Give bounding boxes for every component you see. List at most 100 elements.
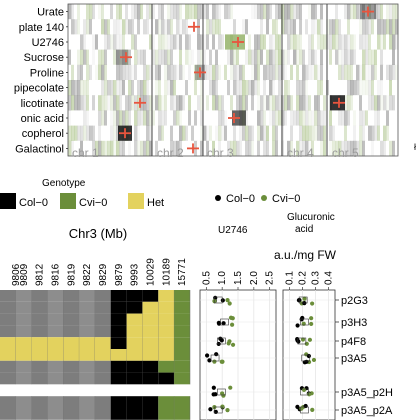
heatmap-cell xyxy=(158,19,162,35)
heatmap-cell xyxy=(188,80,192,96)
heatmap-cell xyxy=(128,110,132,126)
heatmap-cell xyxy=(98,110,102,126)
genotype-cell xyxy=(95,325,111,338)
heatmap-cell xyxy=(167,125,171,141)
heatmap-cell xyxy=(332,140,336,157)
heatmap-cell xyxy=(242,19,246,35)
heatmap-cell xyxy=(185,34,189,50)
heatmap-cell xyxy=(371,49,375,65)
chromosome-label: chr 3 xyxy=(207,146,234,160)
heatmap-cell xyxy=(284,34,288,50)
genotype-cell xyxy=(110,325,127,338)
heatmap-cell xyxy=(347,4,351,20)
heatmap-cell xyxy=(152,140,156,157)
heatmap-cell xyxy=(179,110,183,126)
heatmap-cell xyxy=(332,64,336,81)
genotype-cell xyxy=(0,349,16,361)
heatmap-cell xyxy=(395,64,399,81)
heatmap-cell xyxy=(380,49,384,65)
genotype-cell xyxy=(63,384,80,397)
heatmap-cell xyxy=(182,4,186,20)
heatmap-cell xyxy=(200,49,204,65)
heatmap-cell xyxy=(212,95,216,111)
heatmap-cell xyxy=(317,49,321,65)
strip-point xyxy=(307,392,312,397)
heatmap-cell xyxy=(308,64,312,81)
heatmap-cell xyxy=(389,34,393,50)
heatmap-cell xyxy=(230,125,234,141)
heatmap-cell xyxy=(368,49,372,65)
heatmap-cell xyxy=(137,80,141,96)
heatmap-cell xyxy=(224,95,228,111)
heatmap-cell xyxy=(194,125,198,141)
heatmap-cell xyxy=(68,125,72,141)
heatmap-cell xyxy=(230,64,234,81)
heatmap-cell xyxy=(107,110,111,126)
genotype-cell xyxy=(0,360,16,373)
heatmap-cell xyxy=(221,64,225,81)
heatmap-cell xyxy=(74,110,78,126)
genotype-cell xyxy=(110,301,127,314)
heatmap-cell xyxy=(146,4,150,20)
heatmap-cell xyxy=(257,140,261,157)
heatmap-cell xyxy=(95,125,99,141)
heatmap-cell xyxy=(230,95,234,111)
heatmap-cell xyxy=(83,110,87,126)
strip-point xyxy=(211,385,216,390)
strip-point xyxy=(230,316,235,321)
heatmap-cell xyxy=(71,110,75,126)
strip-point xyxy=(227,301,232,306)
strip-point xyxy=(208,407,213,412)
heatmap-cell xyxy=(212,19,216,35)
heatmap-cell xyxy=(158,80,162,96)
qtl-peak-marker xyxy=(120,52,132,63)
heatmap-cell xyxy=(338,64,342,81)
heatmap-cell xyxy=(239,19,243,35)
heatmap-cell xyxy=(134,49,138,65)
heatmap-cell xyxy=(122,80,126,96)
heatmap-cell xyxy=(200,4,204,20)
heatmap-cell xyxy=(125,80,129,96)
heatmap-cell xyxy=(167,49,171,65)
heatmap-cell xyxy=(209,64,213,81)
heatmap-cell xyxy=(119,4,123,20)
heatmap-cell xyxy=(395,49,399,65)
heatmap-cell xyxy=(302,140,306,157)
heatmap-cell xyxy=(284,49,288,65)
heatmap-cell xyxy=(140,64,144,81)
heatmap-cell xyxy=(365,19,369,35)
heatmap-cell xyxy=(341,110,345,126)
heatmap-cell xyxy=(149,49,153,65)
heatmap-cell xyxy=(101,64,105,81)
mosaic-cells xyxy=(0,290,191,420)
heatmap-cell xyxy=(245,125,249,141)
heatmap-cell xyxy=(329,110,333,126)
heatmap-cell xyxy=(335,125,339,141)
heatmap-cell xyxy=(80,110,84,126)
heatmap-cell xyxy=(128,64,132,81)
heatmap-cell xyxy=(152,125,156,141)
heatmap-cell xyxy=(395,110,399,126)
heatmap-cell xyxy=(122,140,126,157)
heatmap-cell xyxy=(224,19,228,35)
heatmap-cell xyxy=(68,95,72,111)
strip-point xyxy=(216,321,222,326)
heatmap-cell xyxy=(101,34,105,50)
chromosome-labels: chr 1 chr 2 chr 3 chr 4 chr 5 xyxy=(72,146,359,160)
genotype-cell xyxy=(31,396,48,408)
genotype-cell xyxy=(63,325,80,338)
heatmap-cell xyxy=(188,64,192,81)
qtl-peak-marker xyxy=(194,67,206,78)
heatmap-cell xyxy=(119,110,123,126)
genotype-cell xyxy=(158,372,175,385)
heatmap-cell xyxy=(326,140,330,157)
heatmap-cell xyxy=(137,125,141,141)
heatmap-cell xyxy=(266,49,270,65)
heatmap-cell xyxy=(95,110,99,126)
heatmap-cell xyxy=(380,95,384,111)
heatmap-cell xyxy=(332,125,336,141)
heatmap-cell xyxy=(203,140,207,157)
heatmap-cell xyxy=(143,64,147,81)
genotype-cell xyxy=(95,349,111,361)
genotype-cell xyxy=(79,372,95,385)
